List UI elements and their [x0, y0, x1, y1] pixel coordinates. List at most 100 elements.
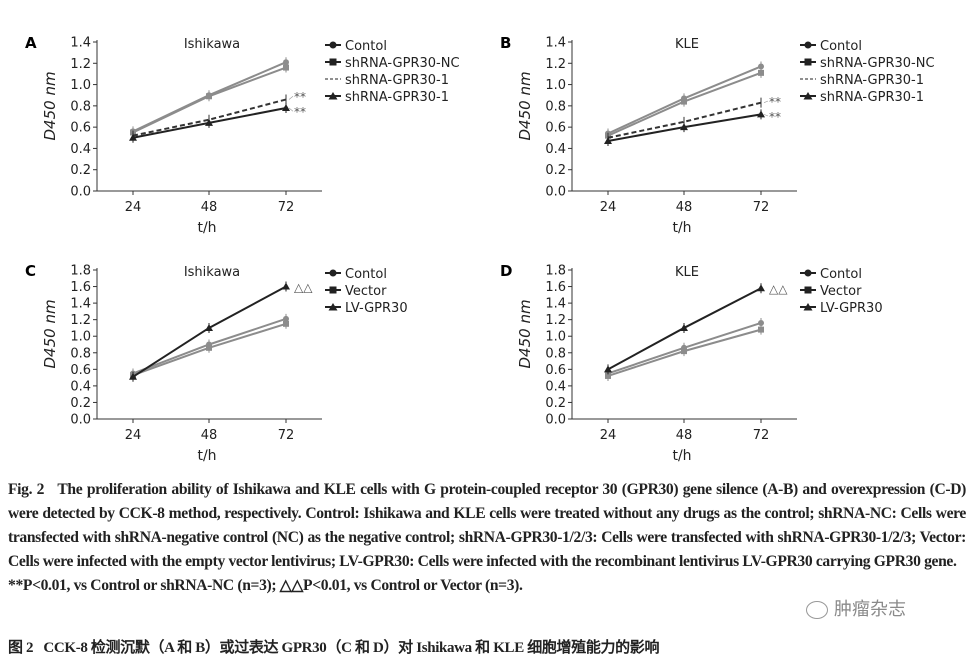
data-point [282, 103, 290, 111]
legend-label: Vector [820, 284, 862, 299]
legend-marker [329, 41, 337, 49]
data-point [206, 344, 212, 351]
x-axis-label: t/h [197, 448, 216, 464]
x-tick-label: 48 [676, 200, 693, 215]
y-tick-label: 0.8 [545, 99, 566, 114]
y-tick-label: 0.4 [70, 142, 91, 157]
y-tick-label: 1.0 [70, 330, 91, 345]
legend-marker [804, 269, 812, 277]
y-tick-label: 0.2 [70, 163, 91, 178]
watermark-text: 肿瘤杂志 [834, 599, 906, 620]
significance-mark: ** [294, 90, 306, 104]
data-point [604, 365, 612, 373]
legend-label: LV-GPR30 [820, 301, 883, 316]
data-point [205, 118, 213, 126]
y-tick-label: 1.2 [545, 313, 566, 328]
y-tick-label: 1.4 [70, 297, 91, 312]
y-tick-label: 0.8 [545, 346, 566, 361]
y-tick-label: 0.0 [70, 413, 91, 428]
x-tick-label: 72 [278, 428, 295, 443]
significance-mark: ** [769, 110, 781, 124]
y-tick-label: 0.2 [70, 396, 91, 411]
x-axis-label: t/h [197, 220, 216, 236]
annotation-leader [288, 107, 294, 112]
legend-label: LV-GPR30 [345, 301, 408, 316]
y-tick-label: 0.2 [545, 396, 566, 411]
y-tick-label: 0.6 [545, 363, 566, 378]
panel-label: B [500, 34, 511, 52]
data-point [757, 110, 765, 118]
x-tick-label: 24 [600, 428, 617, 443]
x-axis-label: t/h [672, 220, 691, 236]
significance-mark: △△ [294, 281, 313, 295]
legend-label: Contol [345, 267, 387, 282]
x-tick-label: 24 [125, 428, 142, 443]
y-tick-label: 1.8 [545, 264, 566, 279]
y-tick-label: 1.2 [545, 57, 566, 72]
y-tick-label: 0.6 [70, 363, 91, 378]
x-tick-label: 72 [753, 200, 770, 215]
significance-mark: △△ [769, 282, 788, 296]
legend-label: shRNA-GPR30-1 [345, 90, 449, 105]
annotation-leader [288, 95, 294, 100]
caption-text: The proliferation ability of Ishikawa an… [8, 481, 966, 570]
y-tick-label: 1.2 [70, 313, 91, 328]
y-tick-label: 0.0 [545, 413, 566, 428]
chart-title: KLE [675, 265, 699, 280]
y-tick-label: 1.4 [70, 36, 91, 51]
data-point [283, 320, 289, 327]
y-tick-label: 0.6 [545, 121, 566, 136]
legend-label: shRNA-GPR30-NC [820, 56, 935, 71]
legend-label: shRNA-GPR30-1 [820, 90, 924, 105]
data-point [206, 93, 212, 100]
y-tick-label: 1.6 [545, 280, 566, 295]
y-tick-label: 0.2 [545, 163, 566, 178]
chart-title: Ishikawa [184, 265, 240, 280]
data-point [758, 63, 764, 70]
series-line [607, 101, 762, 139]
data-point [681, 348, 687, 355]
data-point [758, 319, 764, 326]
chart-title: KLE [675, 37, 699, 52]
y-tick-label: 1.0 [545, 78, 566, 93]
data-point [283, 59, 289, 66]
legend-marker [328, 92, 338, 100]
x-tick-label: 48 [676, 428, 693, 443]
y-tick-label: 0.6 [70, 121, 91, 136]
legend-marker [329, 58, 337, 66]
legend-marker [804, 286, 812, 294]
annotation-leader [763, 100, 769, 103]
y-tick-label: 1.6 [70, 280, 91, 295]
y-tick-label: 0.8 [70, 99, 91, 114]
y-tick-label: 1.4 [545, 297, 566, 312]
y-tick-label: 1.4 [545, 36, 566, 51]
y-tick-label: 0.4 [70, 379, 91, 394]
y-axis-label: D450 nm [516, 71, 534, 140]
y-tick-label: 0.0 [70, 185, 91, 200]
y-tick-label: 0.4 [545, 142, 566, 157]
data-point [129, 372, 137, 380]
figure-label: Fig. 2 [8, 481, 45, 498]
panel-label: C [25, 262, 36, 280]
panel-a: A 0.0 0.2 0.4 0.6 0.8 1.0 1.2 1.4 24 48 72 t/h D450 n… [25, 34, 460, 236]
y-axis-label: D450 nm [41, 71, 59, 140]
wechat-icon [806, 601, 828, 619]
x-tick-label: 72 [753, 428, 770, 443]
data-point [129, 133, 137, 141]
watermark: 肿瘤杂志 [806, 598, 906, 622]
data-point [680, 323, 688, 331]
legend-label: shRNA-GPR30-1 [820, 73, 924, 88]
x-tick-label: 72 [278, 200, 295, 215]
figure-label-zh: 图 2 [8, 640, 34, 656]
caption-stats: **P<0.01, vs Control or shRNA-NC (n=3); … [8, 577, 523, 594]
data-point [681, 98, 687, 105]
panel-b: B 0.0 0.2 0.4 0.6 0.8 1.0 1.2 1.4 24 48 72 t/h D450 n… [500, 34, 935, 236]
data-point [605, 372, 611, 379]
x-tick-label: 48 [201, 200, 218, 215]
significance-mark: ** [294, 105, 306, 119]
legend-marker [328, 303, 338, 311]
y-tick-label: 0.8 [70, 346, 91, 361]
legend-label: shRNA-GPR30-NC [345, 56, 460, 71]
annotation-leader [763, 114, 769, 117]
